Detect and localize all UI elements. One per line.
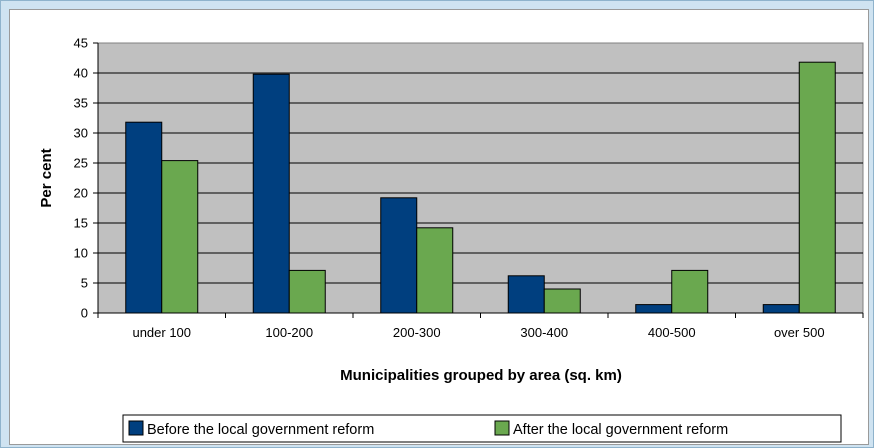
legend-box <box>122 414 842 443</box>
bar-after <box>288 269 326 314</box>
bar-before <box>762 304 800 314</box>
legend-label-before: Before the local government reform <box>147 422 374 438</box>
x-tick-label: 300-400 <box>520 325 568 340</box>
x-tick-label: 100-200 <box>265 325 313 340</box>
bar-after <box>543 288 581 314</box>
y-tick-label: 35 <box>74 96 88 111</box>
bar-after <box>671 269 709 314</box>
y-tick-label: 15 <box>74 216 88 231</box>
legend-swatch-after <box>494 420 510 436</box>
x-tick-label: over 500 <box>774 325 825 340</box>
legend-swatch-before <box>128 420 144 436</box>
plot-area <box>97 42 864 314</box>
legend-label-after: After the local government reform <box>513 422 728 438</box>
bar-after <box>798 61 836 314</box>
x-axis-title: Municipalities grouped by area (sq. km) <box>340 367 622 384</box>
y-tick-label: 20 <box>74 186 88 201</box>
bar-after <box>161 160 199 314</box>
y-tick-label: 5 <box>81 276 88 291</box>
bar-after <box>416 227 454 314</box>
bar-before <box>125 121 163 314</box>
x-tick-label: 400-500 <box>648 325 696 340</box>
legend: Before the local government reform After… <box>122 414 842 443</box>
y-tick-label: 0 <box>81 306 88 321</box>
y-tick-label: 45 <box>74 36 88 51</box>
x-tick-label: 200-300 <box>393 325 441 340</box>
grid-lines <box>98 72 863 284</box>
y-tick-label: 25 <box>74 156 88 171</box>
bars <box>125 61 836 314</box>
bar-before <box>635 304 673 314</box>
y-tick-label: 10 <box>74 246 88 261</box>
y-tick-label: 40 <box>74 66 88 81</box>
y-axis-ticks: 0 5 10 15 20 25 30 35 40 45 <box>74 36 99 321</box>
bar-before <box>252 73 290 314</box>
bar-before <box>507 275 545 314</box>
x-axis-ticks: under 100 100-200 200-300 300-400 400-500 ove… <box>97 312 864 340</box>
x-tick-label: under 100 <box>132 325 191 340</box>
y-tick-label: 30 <box>74 126 88 141</box>
y-axis-title: Per cent <box>38 148 55 207</box>
bar-before <box>380 197 418 314</box>
